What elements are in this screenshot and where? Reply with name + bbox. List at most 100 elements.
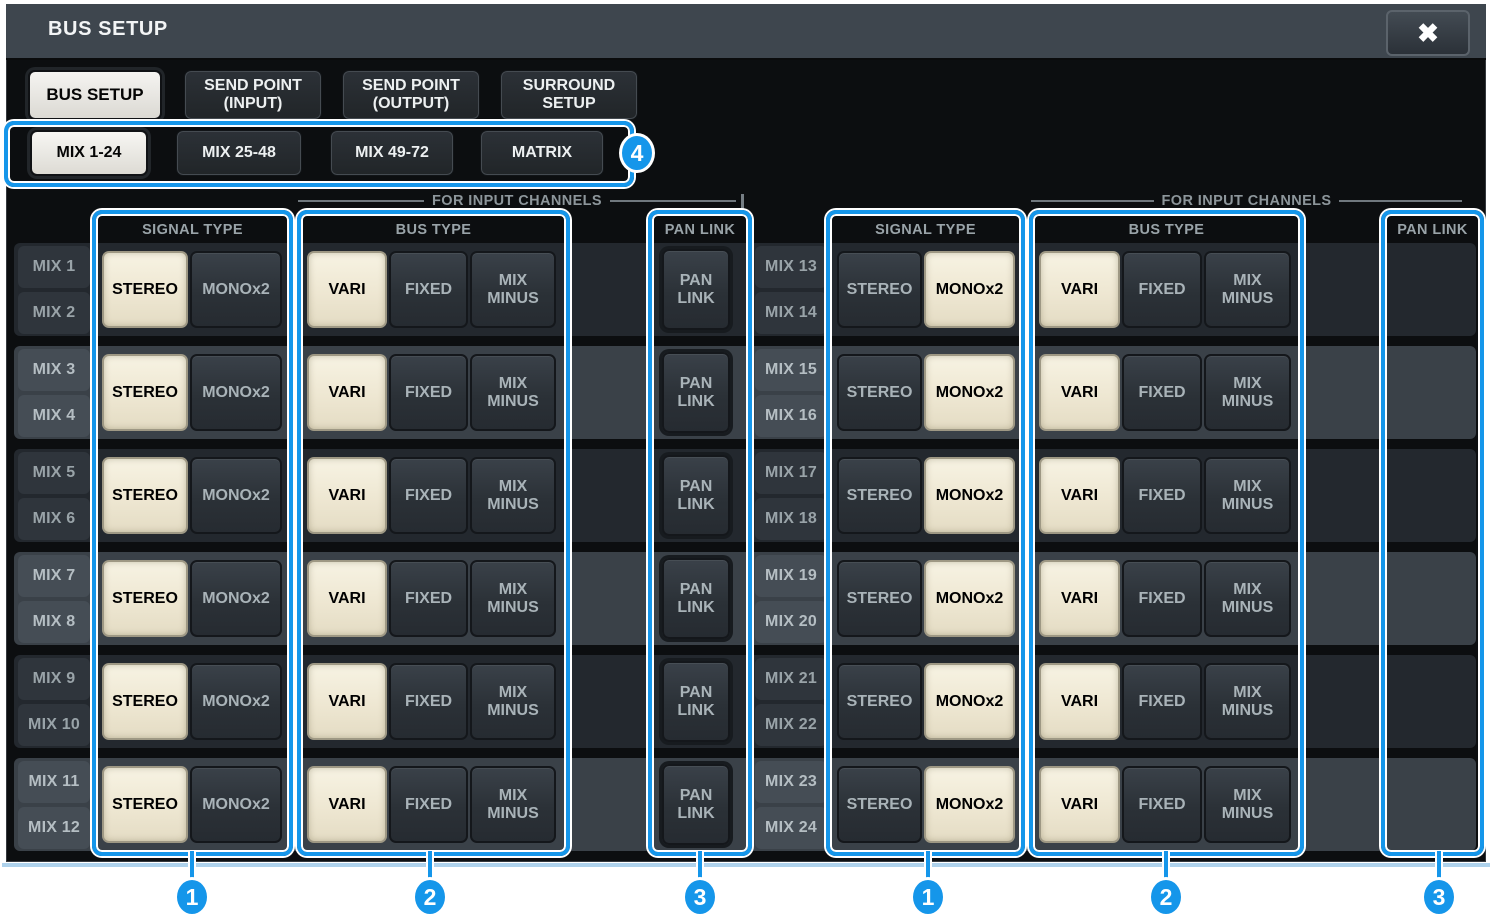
vari-button[interactable]: VARI [1039,251,1120,328]
tab-send-point-input[interactable]: SEND POINT (INPUT) [184,70,322,120]
tab-bus-setup[interactable]: BUS SETUP [28,70,162,120]
close-button[interactable]: ✖ [1386,10,1470,56]
mix-channel-label: MIX 20 [755,601,827,643]
mono-button[interactable]: MONOx2 [190,354,282,431]
callout-leader-3-left [698,851,702,879]
subtab-mix-25-48[interactable]: MIX 25-48 [176,130,302,176]
mix-minus-button[interactable]: MIX MINUS [1204,560,1291,637]
fixed-button[interactable]: FIXED [389,766,468,843]
vari-button[interactable]: VARI [307,251,387,328]
pan-link-button[interactable]: PAN LINK [662,764,730,845]
fixed-button[interactable]: FIXED [389,560,468,637]
mono-button[interactable]: MONOx2 [190,251,282,328]
subtab-mix-49-72[interactable]: MIX 49-72 [330,130,454,176]
pan-link-button[interactable]: PAN LINK [662,249,730,330]
callout-leader-3-right [1437,851,1441,879]
vari-button[interactable]: VARI [1039,354,1120,431]
callout-number-1-right: 1 [910,877,946,917]
mono-button[interactable]: MONOx2 [924,663,1015,740]
window-titlebar [6,4,1486,60]
fixed-button[interactable]: FIXED [1122,251,1202,328]
callout-leader-1-left [190,851,194,879]
callout-number-2-left: 2 [412,877,448,917]
fixed-button[interactable]: FIXED [1122,560,1202,637]
pan-link-button[interactable]: PAN LINK [662,558,730,639]
stereo-button[interactable]: STEREO [102,251,188,328]
vari-button[interactable]: VARI [1039,457,1120,534]
mix-minus-button[interactable]: MIX MINUS [470,663,556,740]
tab-surround-setup[interactable]: SURROUND SETUP [500,70,638,120]
mix-channel-label: MIX 18 [755,498,827,540]
vari-button[interactable]: VARI [1039,663,1120,740]
fixed-button[interactable]: FIXED [1122,457,1202,534]
callout-number-2-right: 2 [1148,877,1184,917]
vari-button[interactable]: VARI [307,354,387,431]
stereo-button[interactable]: STEREO [102,457,188,534]
mix-channel-label: MIX 24 [755,807,827,849]
mono-button[interactable]: MONOx2 [190,457,282,534]
mix-minus-button[interactable]: MIX MINUS [470,560,556,637]
mix-minus-button[interactable]: MIX MINUS [1204,766,1291,843]
mono-button[interactable]: MONOx2 [924,560,1015,637]
vari-button[interactable]: VARI [307,560,387,637]
pan-link-button[interactable]: PAN LINK [662,352,730,433]
mix-minus-button[interactable]: MIX MINUS [470,354,556,431]
mono-button[interactable]: MONOx2 [190,663,282,740]
mix-minus-button[interactable]: MIX MINUS [1204,354,1291,431]
stereo-button[interactable]: STEREO [837,251,922,328]
mix-channel-label: MIX 13 [755,246,827,288]
fixed-button[interactable]: FIXED [389,457,468,534]
mix-channel-label: MIX 3 [18,349,90,391]
subtab-matrix[interactable]: MATRIX [480,130,604,176]
stereo-button[interactable]: STEREO [102,354,188,431]
mix-channel-label: MIX 7 [18,555,90,597]
mix-minus-button[interactable]: MIX MINUS [1204,457,1291,534]
stereo-button[interactable]: STEREO [102,663,188,740]
fixed-button[interactable]: FIXED [389,354,468,431]
mix-minus-button[interactable]: MIX MINUS [470,766,556,843]
fixed-button[interactable]: FIXED [389,663,468,740]
stereo-button[interactable]: STEREO [837,457,922,534]
stereo-button[interactable]: STEREO [102,766,188,843]
header-divider-tick [741,194,744,209]
mono-button[interactable]: MONOx2 [924,354,1015,431]
vari-button[interactable]: VARI [1039,766,1120,843]
stereo-button[interactable]: STEREO [837,560,922,637]
fixed-button[interactable]: FIXED [1122,354,1202,431]
stereo-button[interactable]: STEREO [837,663,922,740]
mix-minus-button[interactable]: MIX MINUS [1204,251,1291,328]
mix-channel-label: MIX 9 [18,658,90,700]
mono-button[interactable]: MONOx2 [190,560,282,637]
tab-send-point-output[interactable]: SEND POINT (OUTPUT) [342,70,480,120]
pan-link-button[interactable]: PAN LINK [662,661,730,742]
vari-button[interactable]: VARI [307,766,387,843]
mix-channel-label: MIX 15 [755,349,827,391]
mix-channel-label: MIX 16 [755,395,827,437]
mono-button[interactable]: MONOx2 [924,766,1015,843]
mix-channel-label: MIX 1 [18,246,90,288]
pan-link-button[interactable]: PAN LINK [662,455,730,536]
for-input-channels-header-right: FOR INPUT CHANNELS [1023,192,1470,210]
fixed-button[interactable]: FIXED [389,251,468,328]
mix-minus-button[interactable]: MIX MINUS [1204,663,1291,740]
mix-minus-button[interactable]: MIX MINUS [470,251,556,328]
subtab-mix-1-24[interactable]: MIX 1-24 [30,130,148,176]
callout-leader-1-right [926,851,930,879]
fixed-button[interactable]: FIXED [1122,766,1202,843]
mono-button[interactable]: MONOx2 [190,766,282,843]
vari-button[interactable]: VARI [307,663,387,740]
mix-channel-label: MIX 23 [755,761,827,803]
fixed-button[interactable]: FIXED [1122,663,1202,740]
mono-button[interactable]: MONOx2 [924,251,1015,328]
window-title: BUS SETUP [48,18,168,40]
stereo-button[interactable]: STEREO [837,354,922,431]
mix-minus-button[interactable]: MIX MINUS [470,457,556,534]
for-input-channels-header-left: FOR INPUT CHANNELS [290,192,744,210]
vari-button[interactable]: VARI [1039,560,1120,637]
stereo-button[interactable]: STEREO [837,766,922,843]
vari-button[interactable]: VARI [307,457,387,534]
mono-button[interactable]: MONOx2 [924,457,1015,534]
mix-channel-label: MIX 5 [18,452,90,494]
stereo-button[interactable]: STEREO [102,560,188,637]
